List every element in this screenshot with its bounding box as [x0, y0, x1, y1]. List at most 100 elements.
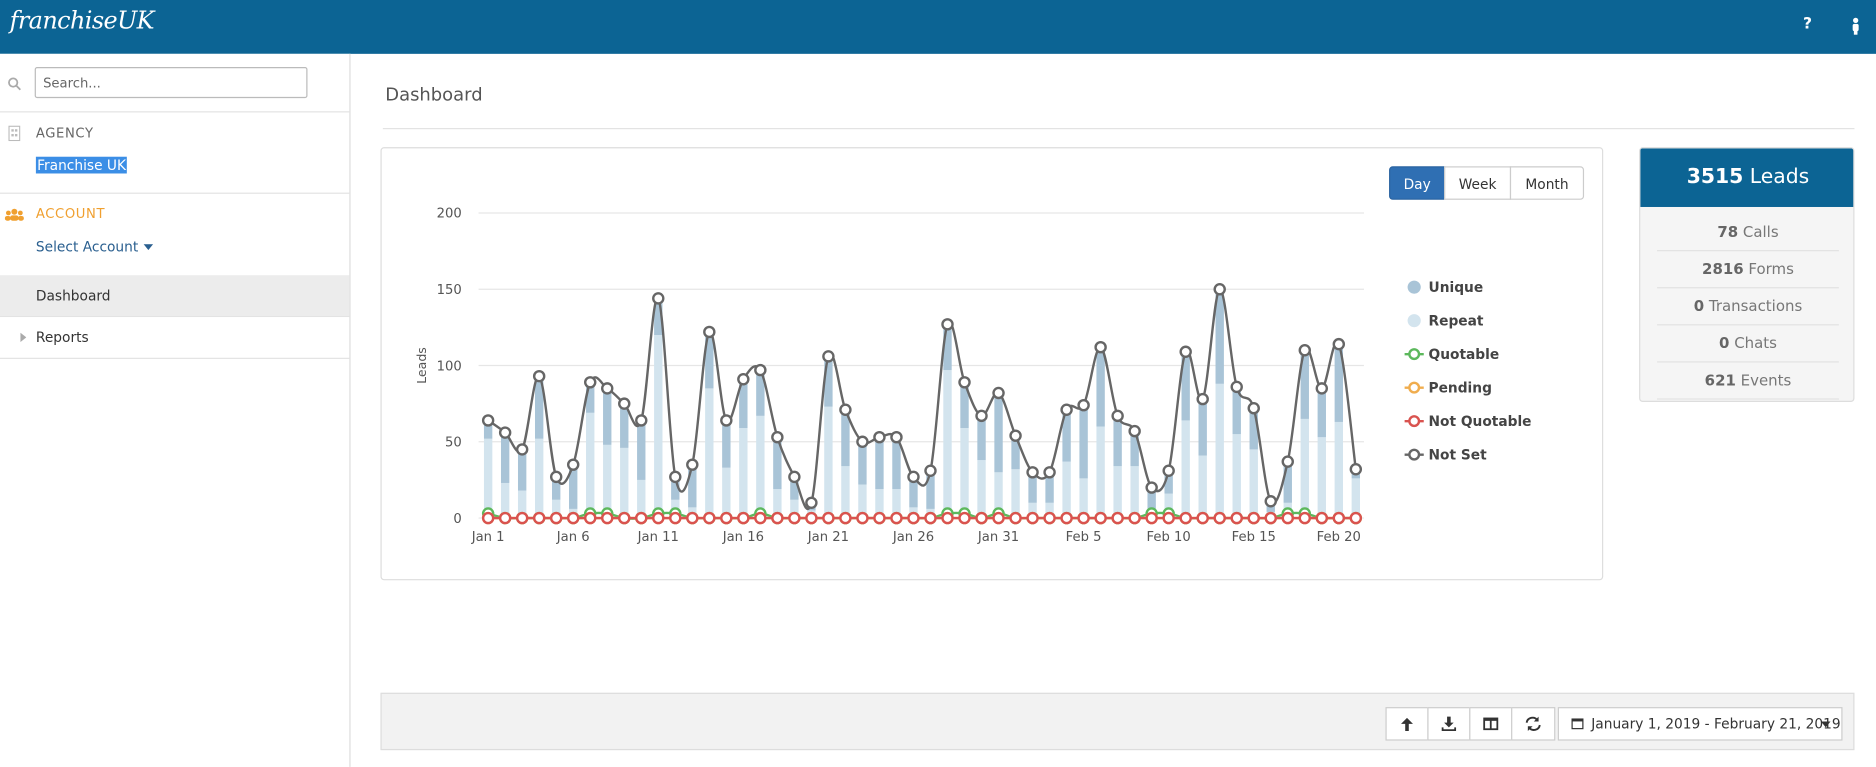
bar — [960, 428, 969, 519]
legend-swatch — [1408, 448, 1421, 461]
x-tick-label: Jan 11 — [637, 530, 679, 545]
bar — [1232, 386, 1241, 435]
bar — [1011, 469, 1020, 519]
y-tick-label: 50 — [445, 436, 462, 451]
download-button[interactable] — [1427, 707, 1471, 741]
line-marker — [1264, 511, 1277, 525]
line-marker — [890, 430, 903, 444]
line-marker — [1281, 455, 1294, 468]
account-select[interactable]: Select Account — [35, 238, 139, 255]
bar — [586, 412, 595, 519]
line-marker — [1162, 511, 1175, 525]
bar — [586, 382, 595, 413]
bar — [943, 324, 952, 371]
bar — [1130, 431, 1139, 467]
bar — [875, 437, 884, 490]
line-marker — [1349, 511, 1363, 525]
account-label: ACCOUNT — [35, 205, 106, 222]
bar — [841, 409, 850, 467]
legend-label: Quotable — [1429, 347, 1500, 363]
month-button[interactable]: Month — [1509, 166, 1585, 200]
legend-swatch — [1407, 314, 1421, 328]
line-marker — [822, 511, 835, 525]
line-marker — [601, 382, 614, 395]
line-marker — [1247, 511, 1260, 525]
bar — [773, 437, 782, 490]
line-marker — [839, 403, 852, 416]
expand-arrow — [20, 332, 27, 343]
bar — [483, 420, 493, 439]
line-marker — [890, 511, 903, 525]
line-marker — [754, 363, 767, 377]
bar — [994, 392, 1003, 473]
line-marker — [1009, 429, 1022, 442]
line-marker — [652, 511, 665, 525]
line-marker — [1094, 511, 1107, 525]
line-marker — [805, 511, 818, 525]
agency-value[interactable]: Franchise UK — [35, 156, 128, 174]
search-input[interactable]: Search... — [34, 67, 308, 99]
line-marker — [737, 373, 750, 386]
help-button[interactable]: ? — [1803, 15, 1813, 34]
upload-button[interactable] — [1385, 707, 1429, 741]
nav-dashboard[interactable]: Dashboard — [35, 287, 111, 304]
stat-label: Chats — [1734, 333, 1777, 352]
date-range-picker[interactable]: January 1, 2019 - February 21, 2019 — [1557, 707, 1843, 741]
columns-button[interactable] — [1469, 707, 1513, 741]
toolbar: January 1, 2019 - February 21, 2019 — [380, 692, 1855, 751]
stat-row: 2816 Forms — [1657, 250, 1839, 289]
line-marker — [498, 426, 512, 439]
bar — [1079, 405, 1088, 479]
line-marker — [924, 464, 937, 477]
legend-swatch — [1408, 415, 1421, 428]
user-icon[interactable] — [1850, 17, 1862, 36]
bar — [1096, 426, 1105, 519]
line-marker — [549, 511, 563, 525]
line-marker — [805, 496, 818, 510]
bar — [1062, 461, 1071, 519]
bar — [1283, 461, 1292, 503]
refresh-button[interactable] — [1511, 707, 1556, 741]
line-marker — [1281, 511, 1294, 525]
stat-label: Events — [1740, 370, 1792, 389]
bar — [977, 415, 986, 461]
bar — [1334, 344, 1343, 422]
bar — [756, 415, 765, 519]
week-button[interactable]: Week — [1444, 166, 1512, 200]
y-axis-label: Leads — [414, 347, 429, 384]
bar — [552, 476, 561, 500]
line-marker — [907, 470, 920, 484]
bar — [1317, 437, 1326, 519]
date-range-text: January 1, 2019 - February 21, 2019 — [1591, 715, 1841, 733]
bar — [1317, 388, 1326, 438]
bar — [1181, 351, 1190, 421]
bar — [483, 438, 493, 519]
active-nav-bg — [0, 275, 350, 316]
bar — [1249, 449, 1258, 519]
stat-label: Transactions — [1708, 296, 1803, 315]
line-marker — [1298, 344, 1312, 357]
bar — [790, 476, 799, 500]
bar — [739, 379, 748, 429]
caret — [143, 244, 154, 251]
total-label: Leads — [1749, 165, 1810, 190]
line-marker — [856, 435, 869, 449]
bar — [1113, 466, 1122, 519]
nav-reports[interactable]: Reports — [35, 329, 89, 346]
account-icon — [4, 208, 24, 221]
bar — [620, 447, 629, 519]
line-marker — [1145, 511, 1158, 525]
bar — [1198, 455, 1207, 519]
bar — [1215, 289, 1224, 384]
line-marker — [992, 386, 1005, 400]
line-marker — [873, 430, 886, 444]
stat-value: 78 — [1717, 222, 1739, 241]
bar — [705, 331, 714, 389]
line-marker — [669, 470, 682, 484]
day-button[interactable]: Day — [1389, 166, 1446, 200]
line-marker — [975, 511, 988, 525]
logo[interactable]: franchiseUK — [9, 5, 155, 35]
line-marker — [481, 414, 495, 427]
y-tick-label: 100 — [437, 359, 462, 374]
legend-label: Unique — [1429, 280, 1484, 296]
